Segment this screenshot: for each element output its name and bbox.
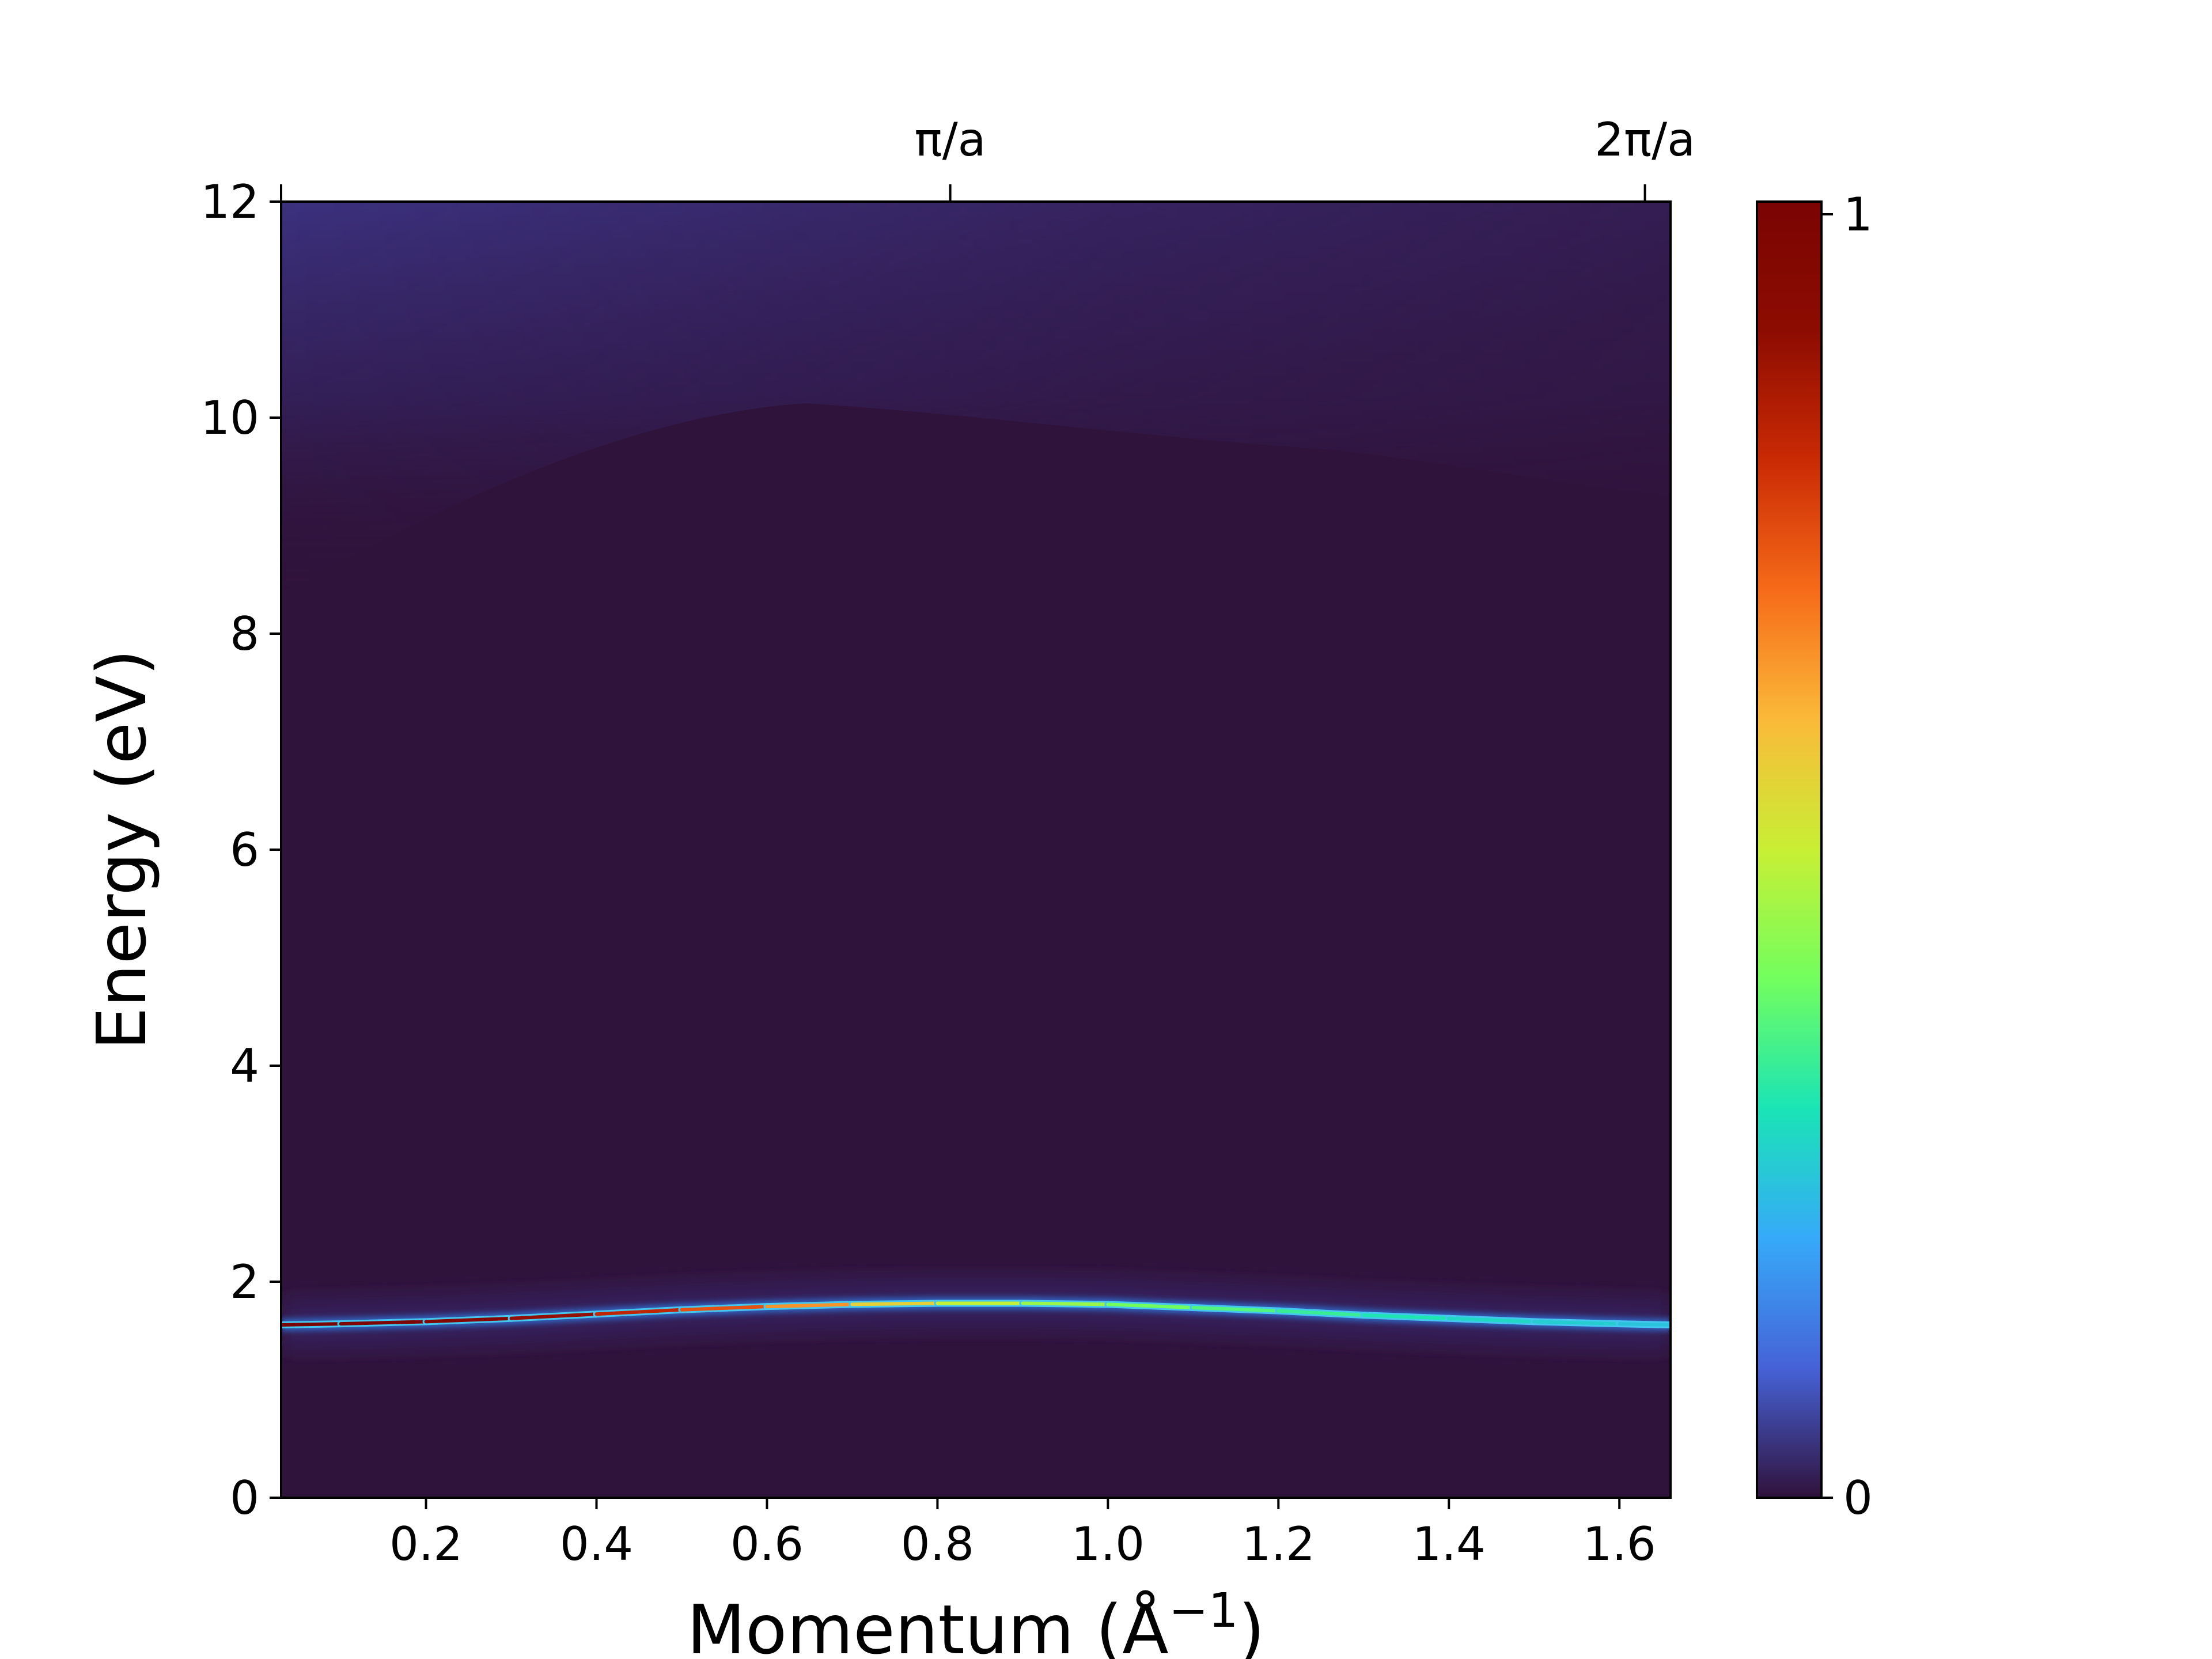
x-tick-label: 0.6 xyxy=(730,1517,804,1571)
band-segment xyxy=(1532,1320,1622,1326)
y-tick-label: 8 xyxy=(230,607,259,661)
top-axis: π/a 2π/a xyxy=(280,113,1695,202)
band-segment xyxy=(680,1305,769,1312)
colorbar-gradient xyxy=(1756,200,1823,1499)
y-axis: 0 2 4 6 8 10 12 xyxy=(200,175,281,1525)
y-tick-label: 12 xyxy=(200,175,259,229)
y-tick-label: 0 xyxy=(230,1471,259,1525)
band-segment xyxy=(594,1308,684,1316)
band-segment xyxy=(424,1316,513,1324)
y-tick-label: 2 xyxy=(230,1255,259,1309)
colorbar: 01 xyxy=(1756,188,1873,1525)
band-segment xyxy=(1021,1301,1110,1306)
y-axis-label: Energy (eV) xyxy=(82,649,161,1050)
band-segment xyxy=(1106,1302,1195,1309)
x-tick-label: 0.8 xyxy=(901,1517,974,1571)
x-tick-label: 1.6 xyxy=(1583,1517,1656,1571)
band-segment xyxy=(1362,1313,1451,1320)
band-segment xyxy=(850,1301,940,1306)
x-tick-label: 1.2 xyxy=(1242,1517,1315,1571)
x-tick-label: 1.0 xyxy=(1071,1517,1145,1571)
band-segment xyxy=(1618,1322,1671,1327)
top-tick-label: 2π/a xyxy=(1594,113,1695,166)
band-segment xyxy=(509,1312,599,1320)
band-series xyxy=(281,1277,1671,1351)
y-tick-label: 10 xyxy=(200,391,259,445)
top-tick-label: π/a xyxy=(915,113,986,166)
plot-area xyxy=(281,202,1671,1498)
band-segment xyxy=(1277,1309,1366,1317)
band-segment xyxy=(339,1320,428,1326)
x-axis: 0.2 0.4 0.6 0.8 1.0 1.2 1.4 1.6 xyxy=(389,1498,1656,1571)
band-segment xyxy=(1191,1306,1281,1313)
y-tick-label: 4 xyxy=(230,1039,259,1093)
x-tick-label: 1.4 xyxy=(1412,1517,1486,1571)
band-segment xyxy=(765,1302,854,1309)
colorbar-tick-label: 0 xyxy=(1843,1471,1873,1525)
band-segment xyxy=(1447,1316,1536,1324)
band-segment xyxy=(281,1322,343,1327)
colorbar-tick-label: 1 xyxy=(1843,188,1873,241)
upper-haze-region xyxy=(281,202,1671,593)
x-tick-label: 0.4 xyxy=(560,1517,633,1571)
x-axis-label: Momentum (Å−1) xyxy=(687,1584,1265,1659)
y-tick-label: 6 xyxy=(230,823,259,877)
x-tick-label: 0.2 xyxy=(389,1517,463,1571)
colorbar-ticks: 01 xyxy=(1821,188,1873,1525)
